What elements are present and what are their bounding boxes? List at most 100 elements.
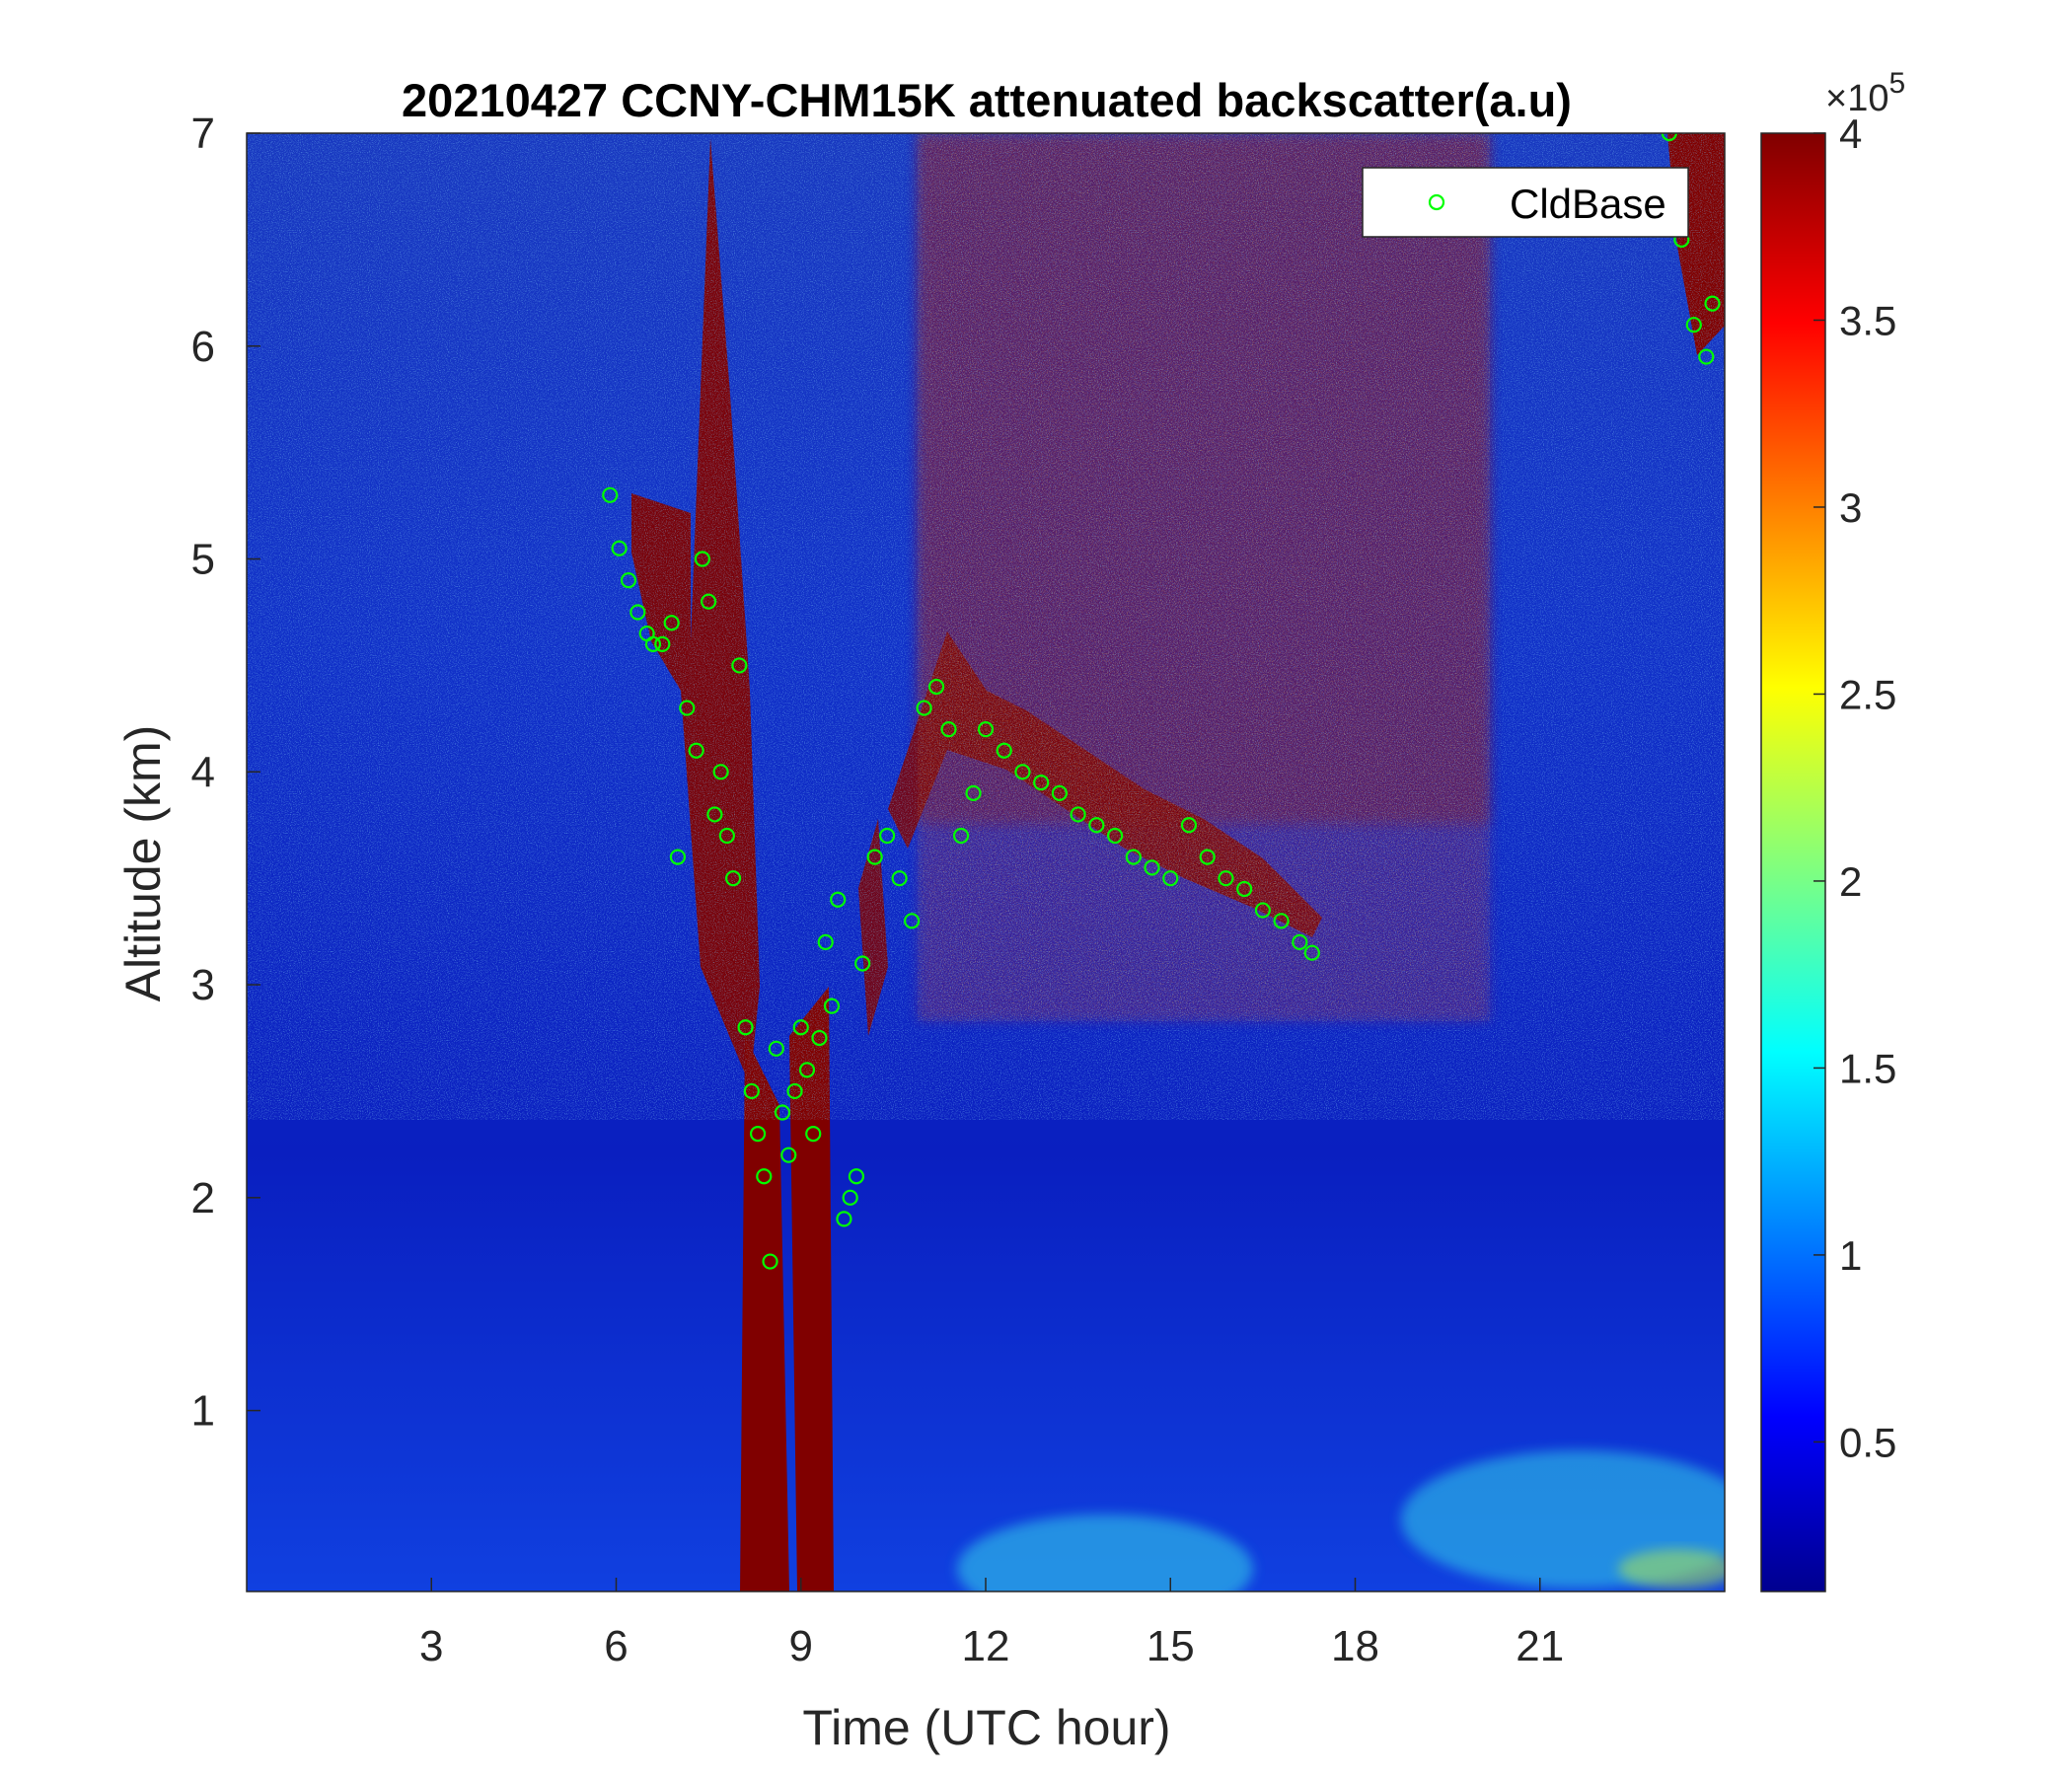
cldbase-point [848,1168,865,1185]
cldbase-point [701,593,717,610]
x-tick-label: 15 [1147,1622,1195,1670]
cldbase-point [1125,849,1142,865]
colorbar-exponent: ×105 [1825,67,1905,119]
cldbase-point [996,742,1012,759]
cldbase-point [724,870,742,887]
heatmap-field [247,133,1725,1591]
legend: CldBase [1362,167,1689,238]
cldbase-point [940,721,957,738]
cldbase-point [1704,295,1721,312]
cldbase-point [811,1029,828,1047]
cldbase-point [1070,806,1086,823]
cldbase-point [836,1211,852,1227]
cldbase-point [737,1019,754,1036]
cldbase-point [611,540,628,556]
colorbar-tick-label: 4 [1839,111,1862,157]
cldbase-point [1051,784,1069,801]
cldbase-point [927,678,945,696]
colorbar-ticks: 0.5 1 1.5 2 2.5 3 3.5 4 [1813,111,1896,1465]
cldbase-point [792,1019,809,1036]
cldbase-point [620,572,637,589]
x-tick-label: 6 [604,1622,628,1670]
y-tick-label: 1 [191,1387,215,1436]
cldbase-point [1292,933,1308,951]
cldbase-point [823,998,841,1014]
cldbase-point [903,913,921,929]
cldbase-point [768,1040,784,1057]
cldbase-point [1218,870,1234,887]
cldbase-point [891,870,908,887]
cldbase-point [780,1147,797,1163]
colorbar-tick-label: 1 [1839,1232,1862,1279]
colorbar-tick-label: 3 [1839,484,1862,531]
legend-entry-cldbase: CldBase [1510,181,1666,227]
cldbase-point [1236,880,1253,898]
cldbase-point [1106,827,1124,845]
y-tick-label: 4 [191,748,215,796]
cldbase-point [854,955,871,972]
cldbase-point [1144,859,1160,876]
x-axis-label: Time (UTC hour) [802,1700,1170,1755]
cldbase-point [1303,944,1320,961]
cldbase-point [629,604,646,621]
cldbase-point [965,784,982,801]
colorbar-exponent-base: ×10 [1825,78,1888,119]
legend-marker [1428,193,1445,211]
chart-title: 20210427 CCNY-CHM15K attenuated backscat… [402,74,1572,126]
cldbase-point [805,1126,822,1143]
cldbase-point [644,635,662,652]
x-tick-label: 3 [419,1622,443,1670]
cldbase-point [866,849,883,865]
legend-box [1362,167,1689,238]
cldbase-point [718,827,735,845]
cldbase-point [663,615,680,631]
y-tick-label: 7 [191,110,215,158]
cldbase-point [1661,133,1677,142]
colorbar-tick-label: 2 [1839,858,1862,905]
x-tick-label: 12 [962,1622,1010,1670]
colorbar-tick-label: 0.5 [1839,1419,1896,1465]
cldbase-point [1162,870,1179,887]
cldbase-point [731,657,748,674]
cldbase-point [817,933,834,951]
y-tick-label: 3 [191,961,215,1009]
cldbase-point [1254,902,1271,919]
x-tick-label: 18 [1331,1622,1379,1670]
cldbase-point [694,551,710,567]
x-axis: 3 6 9 12 15 18 21 [419,1578,1564,1670]
cldbase-point [1014,764,1031,780]
cldbase-point [679,700,696,716]
x-tick-label: 9 [789,1622,813,1670]
cldbase-point [879,827,896,845]
cldbase-point [688,742,704,759]
cldbase-point [602,486,619,503]
cldbase-point [749,1126,767,1143]
colorbar-gradient [1760,132,1826,1592]
cldbase-point [1199,849,1216,865]
cldbase-point [830,891,847,908]
y-tick-label: 5 [191,536,215,584]
y-axis: 1 2 3 4 5 6 7 [191,110,260,1436]
colorbar-exponent-power: 5 [1888,67,1905,100]
cldbase-series [602,133,1721,1270]
colorbar-tick-label: 1.5 [1839,1045,1896,1091]
y-tick-label: 6 [191,323,215,371]
cldbase-point [952,827,970,845]
cldbase-point [774,1104,791,1121]
cldbase-point [916,700,932,716]
cldbase-point [669,849,687,865]
x-tick-label: 21 [1516,1622,1564,1670]
cldbase-point [1273,913,1290,929]
colorbar: 0.5 1 1.5 2 2.5 3 3.5 4 ×105 [1760,67,1905,1592]
cldbase-point [1088,817,1105,834]
cldbase-point [743,1082,760,1100]
y-tick-label: 2 [191,1174,215,1222]
cldbase-point [1033,774,1050,791]
cldbase-point [762,1253,778,1270]
cldbase-point [1180,817,1198,834]
cldbase-point [756,1168,773,1185]
cldbase-point [1698,348,1715,365]
cldbase-point [977,721,995,738]
cldbase-point [654,635,671,652]
